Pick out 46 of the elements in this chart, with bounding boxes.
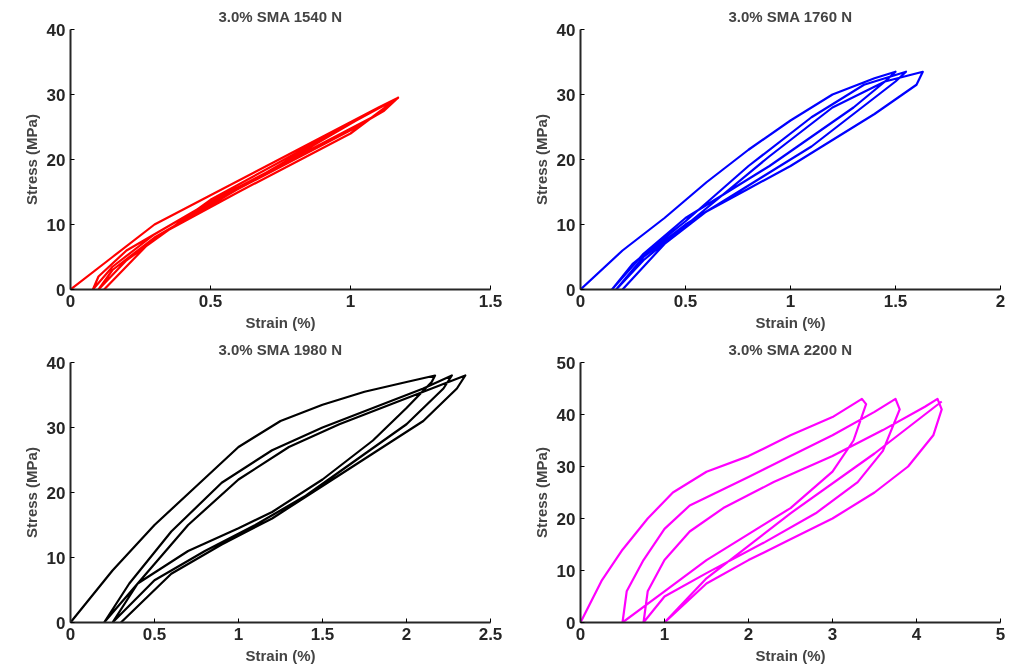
y-tick-label: 20 xyxy=(46,150,66,170)
y-tick-label: 50 xyxy=(556,353,576,373)
x-tick-label: 0.5 xyxy=(142,624,167,644)
x-axis-title: Strain (%) xyxy=(245,313,316,331)
y-tick-label: 20 xyxy=(556,509,576,529)
y-tick-label: 30 xyxy=(46,85,66,105)
x-tick-label: 2 xyxy=(743,624,754,644)
y-axis-title: Stress (MPa) xyxy=(22,447,40,538)
y-tick-label: 10 xyxy=(46,548,66,568)
x-tick-label: 1 xyxy=(345,291,356,311)
x-tick-label: 1 xyxy=(659,624,670,644)
x-tick-label: 1.5 xyxy=(310,624,335,644)
y-axis-title: Stress (MPa) xyxy=(22,114,40,205)
x-axis-title: Strain (%) xyxy=(755,313,826,331)
chart-title: 3.0% SMA 1980 N xyxy=(218,340,343,358)
y-tick-label: 40 xyxy=(46,20,66,40)
x-tick-label: 0.5 xyxy=(673,291,698,311)
x-tick-label: 1.5 xyxy=(883,291,908,311)
x-tick-label: 3 xyxy=(827,624,838,644)
y-tick-label: 10 xyxy=(556,215,576,235)
x-tick-label: 0.5 xyxy=(198,291,223,311)
chart-title: 3.0% SMA 1760 N xyxy=(728,7,853,25)
x-tick-label: 2 xyxy=(401,624,412,644)
x-tick-label: 1 xyxy=(233,624,244,644)
y-axis-title: Stress (MPa) xyxy=(532,114,550,205)
y-tick-label: 40 xyxy=(46,353,66,373)
y-tick-label: 20 xyxy=(556,150,576,170)
y-tick-label: 40 xyxy=(556,405,576,425)
y-axis-title: Stress (MPa) xyxy=(532,447,550,538)
y-tick-label: 30 xyxy=(46,418,66,438)
y-tick-label: 40 xyxy=(556,20,576,40)
y-tick-label: 10 xyxy=(556,561,576,581)
y-tick-label: 30 xyxy=(556,457,576,477)
x-axis-title: Strain (%) xyxy=(755,646,826,664)
x-axis-title: Strain (%) xyxy=(245,646,316,664)
y-tick-label: 10 xyxy=(46,215,66,235)
x-tick-label: 1 xyxy=(785,291,796,311)
x-tick-label: 4 xyxy=(911,624,922,644)
x-tick-label: 5 xyxy=(995,624,1006,644)
x-tick-label: 2 xyxy=(995,291,1006,311)
y-tick-label: 30 xyxy=(556,85,576,105)
chart-title: 3.0% SMA 2200 N xyxy=(728,340,853,358)
x-tick-label: 1.5 xyxy=(478,291,503,311)
chart-title: 3.0% SMA 1540 N xyxy=(218,7,343,25)
x-tick-label: 2.5 xyxy=(478,624,503,644)
y-tick-label: 20 xyxy=(46,483,66,503)
